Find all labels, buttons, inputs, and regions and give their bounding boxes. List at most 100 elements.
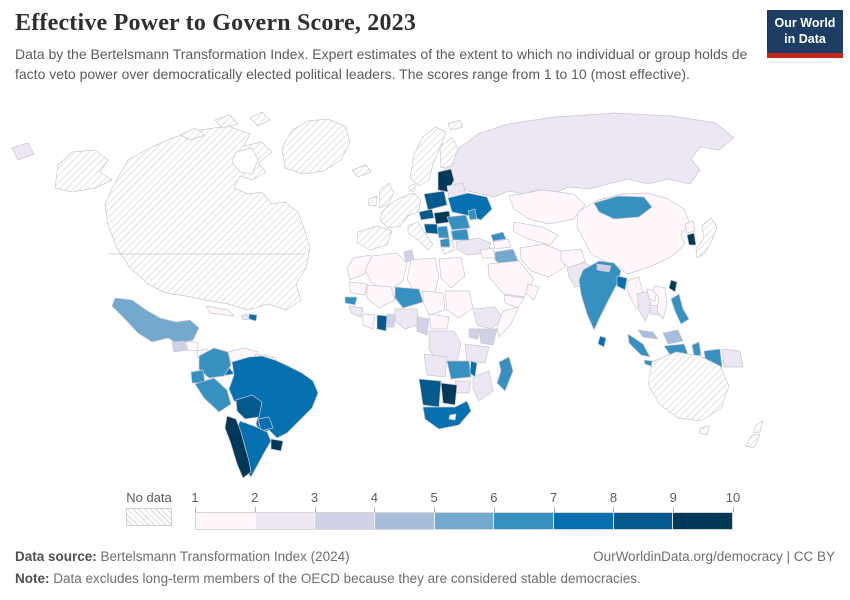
country-syria[interactable] <box>479 247 496 259</box>
legend-bin-7-8[interactable] <box>553 513 613 529</box>
country-georgia[interactable] <box>490 231 507 242</box>
country-bolivia[interactable] <box>235 394 263 420</box>
country-uruguay[interactable] <box>270 438 284 452</box>
country-oman[interactable] <box>525 283 540 301</box>
country-iceland[interactable] <box>351 164 372 178</box>
country-arctic-islands[interactable] <box>179 111 271 141</box>
country-zambia[interactable] <box>446 360 472 380</box>
country-serbia-bosnia[interactable] <box>436 225 450 239</box>
country-poland[interactable] <box>423 190 448 211</box>
country-ireland[interactable] <box>367 195 378 207</box>
country-finland[interactable] <box>439 137 459 169</box>
legend-bin-1-2[interactable] <box>196 513 255 529</box>
country-japan[interactable] <box>695 217 718 259</box>
country-togo-benin[interactable] <box>386 313 396 328</box>
country-uganda[interactable] <box>468 328 480 340</box>
country-russia-far-east[interactable] <box>11 142 35 161</box>
country-czechia[interactable] <box>418 208 435 221</box>
country-western-europe[interactable] <box>379 192 422 229</box>
legend-no-data-swatch[interactable] <box>126 508 172 526</box>
legend-bin-3-4[interactable] <box>314 513 375 529</box>
country-guinea[interactable] <box>348 305 364 318</box>
country-india[interactable] <box>578 260 622 331</box>
country-romania[interactable] <box>446 214 471 231</box>
country-botswana[interactable] <box>440 382 458 406</box>
country-ukraine[interactable] <box>447 192 493 221</box>
country-north-korea[interactable] <box>684 220 696 234</box>
country-madagascar[interactable] <box>496 356 514 392</box>
country-uk[interactable] <box>378 182 395 209</box>
country-mauritania[interactable] <box>348 281 368 296</box>
country-bulgaria[interactable] <box>450 228 470 241</box>
country-uzbekistan-turkmenistan[interactable] <box>512 221 559 246</box>
country-scandinavia[interactable] <box>409 126 447 187</box>
country-sudan[interactable] <box>444 290 474 319</box>
country-honduras[interactable] <box>186 340 200 352</box>
country-lesotho[interactable] <box>448 413 457 421</box>
country-niger[interactable] <box>394 286 424 309</box>
country-taiwan[interactable] <box>668 279 678 293</box>
legend-bin-6-7[interactable] <box>493 513 554 529</box>
country-sri-lanka[interactable] <box>597 335 607 348</box>
country-armenia-azerbaijan[interactable] <box>492 238 512 250</box>
owid-credit-link[interactable]: OurWorldinData.org/democracy | CC BY <box>593 549 835 564</box>
country-central-african-republic[interactable] <box>428 313 450 330</box>
legend-no-data[interactable]: No data <box>124 490 174 526</box>
country-mali[interactable] <box>366 284 396 309</box>
country-albania-macedonia[interactable] <box>439 237 451 248</box>
country-mozambique[interactable] <box>472 370 494 402</box>
country-namibia[interactable] <box>418 378 442 408</box>
country-greenland[interactable] <box>281 118 351 175</box>
legend-bin-9-10[interactable] <box>672 513 733 529</box>
country-morocco[interactable] <box>346 254 376 281</box>
country-cameroon[interactable] <box>416 316 430 336</box>
country-ecuador[interactable] <box>190 369 206 384</box>
country-saudi-arabia[interactable] <box>487 260 535 298</box>
country-philippines[interactable] <box>670 293 690 325</box>
legend-bin-4-5[interactable] <box>374 513 434 529</box>
country-yemen[interactable] <box>503 294 525 309</box>
country-somalia[interactable] <box>496 306 520 338</box>
country-mongolia[interactable] <box>593 195 653 220</box>
country-italy[interactable] <box>407 221 434 251</box>
country-slovenia-croatia[interactable] <box>423 223 440 235</box>
country-south-korea[interactable] <box>686 232 697 246</box>
country-peru[interactable] <box>194 377 232 413</box>
country-kenya[interactable] <box>478 328 498 346</box>
owid-logo[interactable]: Our World in Data <box>767 10 843 59</box>
country-denmark[interactable] <box>408 183 416 192</box>
country-new-zealand[interactable] <box>745 420 764 449</box>
country-tanzania[interactable] <box>464 343 490 364</box>
country-dominican-republic[interactable] <box>248 313 258 322</box>
country-guatemala[interactable] <box>171 340 188 353</box>
country-ethiopia[interactable] <box>472 306 504 330</box>
country-mexico[interactable] <box>111 297 200 345</box>
country-algeria[interactable] <box>364 252 408 293</box>
country-canada-usa[interactable] <box>104 125 311 311</box>
country-chad[interactable] <box>422 290 446 316</box>
country-haiti[interactable] <box>240 313 250 321</box>
country-australia[interactable] <box>647 351 730 436</box>
country-libya[interactable] <box>406 257 440 293</box>
country-chile[interactable] <box>224 415 252 479</box>
country-iran[interactable] <box>519 243 566 278</box>
country-ivory-coast[interactable] <box>362 313 376 330</box>
country-senegal[interactable] <box>344 296 358 306</box>
legend-bin-5-6[interactable] <box>433 513 494 529</box>
country-cuba[interactable] <box>205 305 235 317</box>
country-angola[interactable] <box>423 353 448 378</box>
country-thailand[interactable] <box>636 290 652 322</box>
country-svalbard[interactable] <box>447 119 464 131</box>
country-bangladesh[interactable] <box>616 275 628 291</box>
country-iberia[interactable] <box>356 225 393 251</box>
country-papua-new-guinea[interactable] <box>721 348 744 368</box>
country-ghana[interactable] <box>376 314 388 332</box>
country-russia[interactable] <box>443 112 735 198</box>
country-south-africa[interactable] <box>422 400 472 430</box>
country-alaska[interactable] <box>54 149 113 193</box>
country-nepal[interactable] <box>596 263 612 273</box>
country-moldova[interactable] <box>467 208 478 221</box>
country-nigeria[interactable] <box>394 308 420 330</box>
country-vietnam[interactable] <box>652 285 668 320</box>
country-egypt[interactable] <box>438 256 466 289</box>
